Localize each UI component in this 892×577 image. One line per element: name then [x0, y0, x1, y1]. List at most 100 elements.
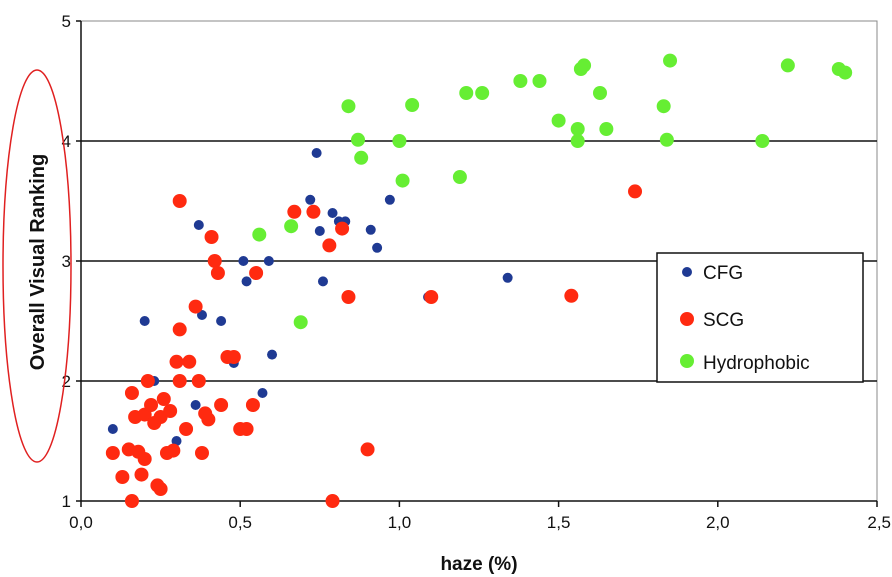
- point-scg: [424, 290, 439, 304]
- legend: CFG SCG Hydrophobic: [656, 252, 864, 383]
- point-hydrophobic: [405, 98, 420, 112]
- point-hydrophobic: [293, 315, 308, 330]
- point-hydrophobic: [351, 132, 366, 147]
- point-scg: [137, 452, 152, 466]
- point-cfg: [241, 276, 252, 287]
- y-tick-labels: 1 2 3 4 5: [62, 12, 71, 511]
- point-scg: [201, 412, 216, 427]
- point-cfg: [190, 400, 201, 410]
- point-hydrophobic: [551, 113, 566, 128]
- point-scg: [169, 354, 184, 369]
- y-tick-label: 5: [62, 12, 71, 31]
- point-scg: [306, 204, 321, 219]
- point-hydrophobic: [592, 86, 607, 100]
- x-tick-label: 2,5: [867, 513, 891, 532]
- point-cfg: [107, 424, 118, 434]
- point-scg: [153, 482, 168, 496]
- point-scg: [172, 194, 187, 208]
- point-scg: [245, 398, 260, 412]
- point-cfg: [193, 220, 204, 230]
- point-hydrophobic: [755, 134, 770, 148]
- point-cfg: [257, 388, 268, 398]
- point-hydrophobic: [392, 134, 407, 148]
- x-tick-label: 0,0: [69, 513, 93, 532]
- point-cfg: [317, 276, 328, 287]
- y-axis-title-highlight-ellipse: [2, 69, 72, 463]
- point-hydrophobic: [663, 53, 678, 68]
- point-cfg: [314, 226, 325, 236]
- point-cfg: [196, 310, 207, 320]
- point-scg: [214, 398, 229, 412]
- point-scg: [144, 398, 159, 412]
- point-hydrophobic: [577, 58, 592, 73]
- point-scg: [194, 446, 209, 460]
- point-cfg: [267, 349, 278, 360]
- point-hydrophobic: [570, 134, 585, 148]
- point-cfg: [171, 436, 182, 446]
- point-scg: [172, 374, 187, 388]
- point-scg: [628, 184, 643, 199]
- point-scg: [188, 299, 203, 314]
- point-hydrophobic: [659, 132, 674, 147]
- point-cfg: [263, 256, 274, 266]
- point-scg: [226, 350, 241, 364]
- point-scg: [335, 221, 350, 236]
- point-cfg: [502, 272, 513, 283]
- point-scg: [134, 467, 149, 482]
- legend-label-scg: SCG: [703, 310, 744, 331]
- x-axis-title: haze (%): [440, 554, 517, 575]
- series-scg: [105, 184, 643, 508]
- point-cfg: [372, 242, 383, 253]
- point-hydrophobic: [452, 170, 467, 184]
- x-tick-label: 1,0: [388, 513, 412, 532]
- point-scg: [210, 266, 225, 280]
- point-scg: [341, 290, 356, 304]
- point-hydrophobic: [354, 150, 369, 165]
- data-points: [105, 53, 853, 508]
- axes: [76, 20, 878, 507]
- point-hydrophobic: [513, 74, 528, 88]
- point-scg: [360, 442, 375, 457]
- point-hydrophobic: [570, 122, 585, 136]
- y-tick-label: 4: [62, 132, 71, 151]
- point-scg: [325, 494, 340, 508]
- point-hydrophobic: [252, 227, 267, 242]
- point-hydrophobic: [284, 219, 299, 234]
- point-scg: [172, 322, 187, 337]
- point-cfg: [216, 316, 227, 326]
- point-scg: [179, 422, 194, 436]
- point-scg: [163, 404, 178, 418]
- point-scg: [249, 266, 264, 280]
- point-scg: [204, 230, 219, 244]
- x-tick-label: 0,5: [228, 513, 252, 532]
- point-cfg: [305, 194, 316, 205]
- legend-label-hydrophobic: Hydrophobic: [703, 353, 810, 374]
- point-hydrophobic: [656, 99, 671, 114]
- legend-label-cfg: CFG: [703, 263, 743, 284]
- legend-marker-scg: [680, 312, 694, 326]
- point-scg: [564, 288, 579, 303]
- point-hydrophobic: [780, 58, 795, 73]
- point-scg: [140, 374, 155, 388]
- point-hydrophobic: [475, 86, 490, 100]
- series-hydrophobic: [252, 53, 853, 330]
- point-scg: [105, 446, 120, 460]
- y-tick-label: 2: [62, 372, 71, 391]
- point-scg: [115, 470, 130, 484]
- point-scg: [322, 238, 337, 253]
- x-tick-labels: 0,0 0,5 1,0 1,5 2,0 2,5: [69, 513, 891, 532]
- y-tick-label: 3: [62, 252, 71, 271]
- point-hydrophobic: [599, 122, 614, 136]
- y-tick-label: 1: [62, 492, 71, 511]
- point-hydrophobic: [838, 65, 853, 80]
- point-hydrophobic: [395, 173, 410, 188]
- point-scg: [207, 254, 222, 268]
- point-cfg: [311, 148, 322, 158]
- point-cfg: [327, 208, 338, 218]
- point-cfg: [139, 316, 150, 326]
- point-scg: [124, 494, 139, 508]
- point-scg: [239, 422, 254, 436]
- y-axis-title: Overall Visual Ranking: [27, 154, 49, 370]
- point-scg: [182, 354, 197, 369]
